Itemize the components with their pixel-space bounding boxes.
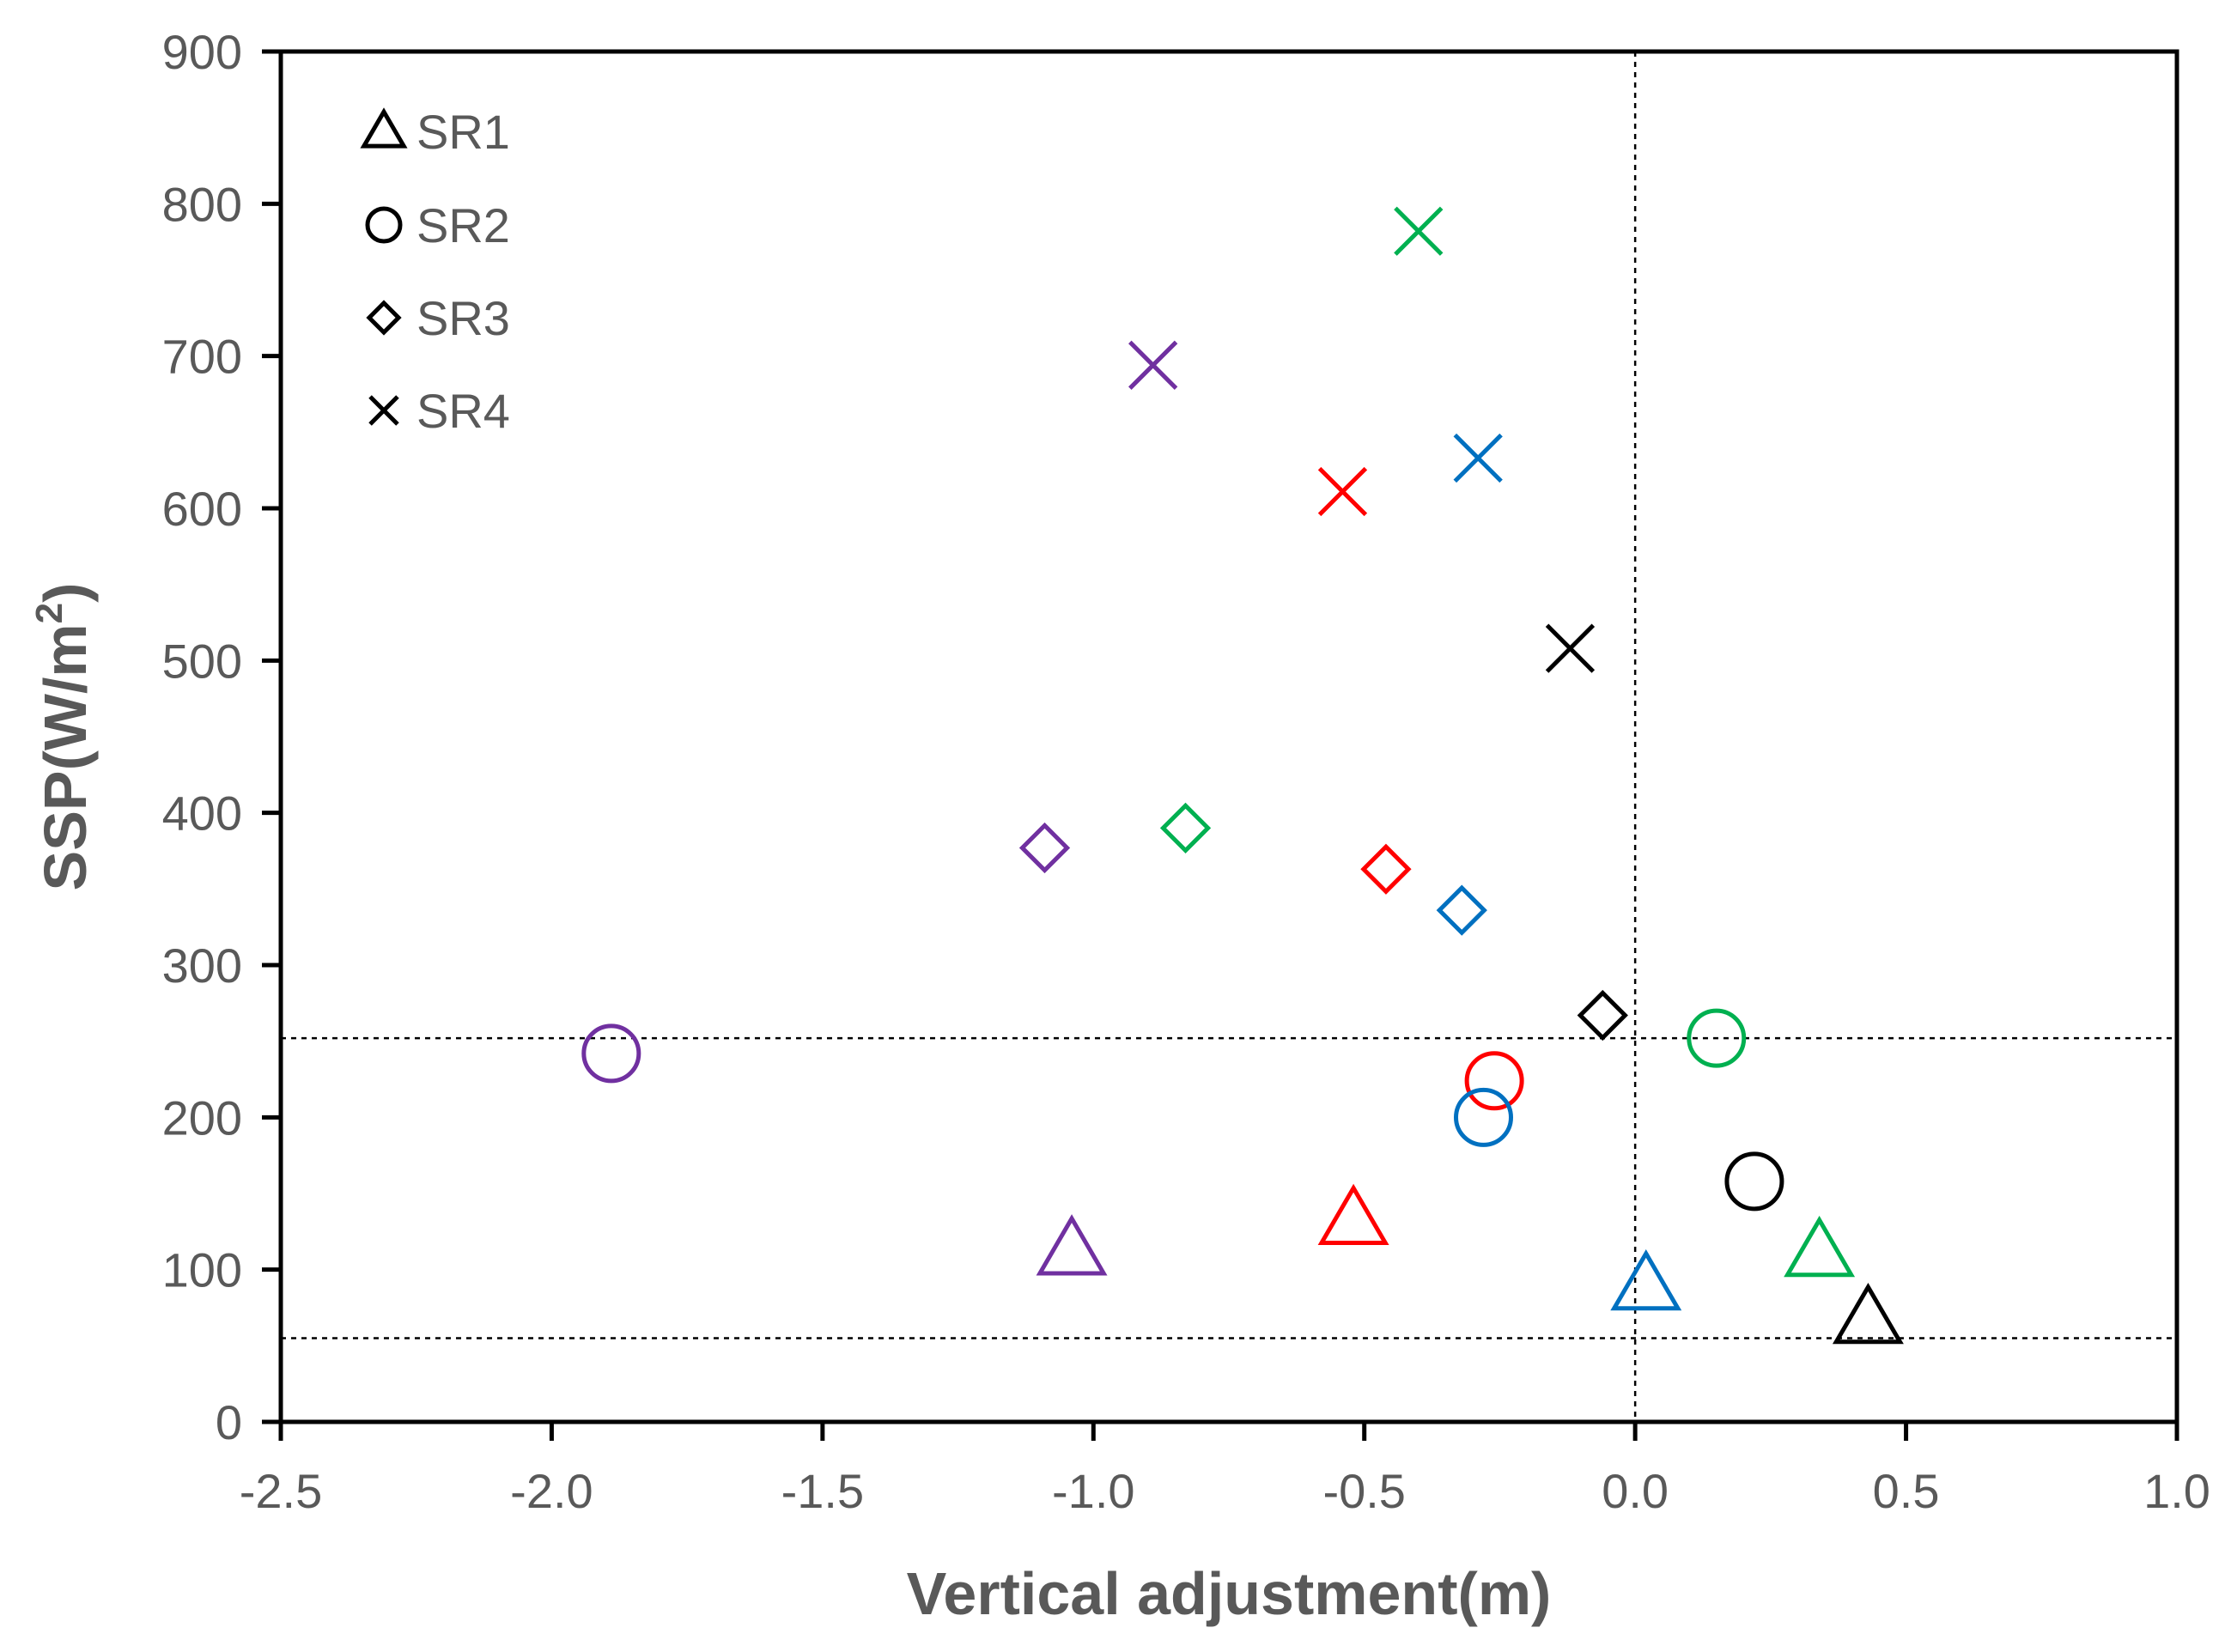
x-tick-label: -2.0 [510,1464,593,1518]
legend-label-sr2: SR2 [416,198,510,252]
sr1-point-2 [1317,1183,1389,1246]
legend-marker-sr4 [368,395,399,426]
sr4-point-3 [1453,433,1503,483]
y-axis-title: SSP(W/m2) [28,583,99,891]
x-tick-label: -1.5 [781,1464,865,1518]
reference-lines [281,52,2177,1422]
x-tick-label: -1.0 [1052,1464,1135,1518]
y-axis-title-close: ) [32,583,99,603]
sr4-point-4 [1317,466,1368,517]
sr1-point-1 [1036,1214,1108,1276]
y-tick-label: 400 [162,787,242,841]
y-tick-label: 900 [162,25,242,79]
sr2-point-5 [1724,1151,1784,1212]
legend-label-sr4: SR4 [416,384,510,438]
legend-marker-sr1 [360,107,408,149]
y-tick-label: 200 [162,1090,242,1145]
sr3-point-4 [1436,884,1487,936]
sr2-point-1 [581,1023,641,1084]
x-tick-label: 0.0 [1602,1464,1669,1518]
y-axis-title-superscript: 2 [28,603,70,623]
x-tick-label: 0.5 [1873,1464,1940,1518]
x-tick-label: 1.0 [2143,1464,2210,1518]
y-tick-label: 0 [216,1395,242,1449]
sr2-point-3 [1454,1087,1514,1147]
sr1-point-3 [1610,1248,1682,1311]
sr3-point-1 [1018,822,1071,874]
sr4-point-1 [1394,206,1444,256]
y-tick-label: 700 [162,330,242,384]
legend: SR1 SR2 SR3 SR4 [360,105,510,438]
sr3-point-2 [1159,802,1212,854]
sr1-point-4 [1784,1215,1856,1278]
legend-marker-sr3 [366,300,402,336]
y-axis-ticks: 0 100 200 300 400 500 600 700 800 900 [162,25,281,1449]
y-tick-label: 800 [162,177,242,231]
data-markers [581,206,1904,1345]
y-tick-label: 600 [162,482,242,536]
sr4-point-2 [1128,340,1178,390]
sr2-point-4 [1687,1008,1747,1068]
x-axis-title: Vertical adjustment(m) [907,1560,1552,1627]
x-axis-ticks: -2.5 -2.0 -1.5 -1.0 -0.5 0.0 0.5 1.0 [240,1422,2210,1518]
y-tick-label: 300 [162,938,242,993]
legend-marker-sr2 [365,206,403,244]
y-axis-title-main: SSP(W/m [32,623,99,890]
sr1-point-5 [1832,1282,1904,1345]
sr3-point-3 [1360,843,1412,895]
legend-label-sr3: SR3 [416,291,510,345]
x-tick-label: -2.5 [240,1464,323,1518]
x-tick-label: -0.5 [1322,1464,1406,1518]
y-tick-label: 500 [162,634,242,688]
plot-area-frame [278,49,2179,1424]
sr3-point-5 [1577,989,1628,1042]
sr2-point-2 [1464,1051,1524,1111]
y-tick-label: 100 [162,1243,242,1297]
sr4-point-5 [1545,623,1596,673]
legend-label-sr1: SR1 [416,105,510,159]
